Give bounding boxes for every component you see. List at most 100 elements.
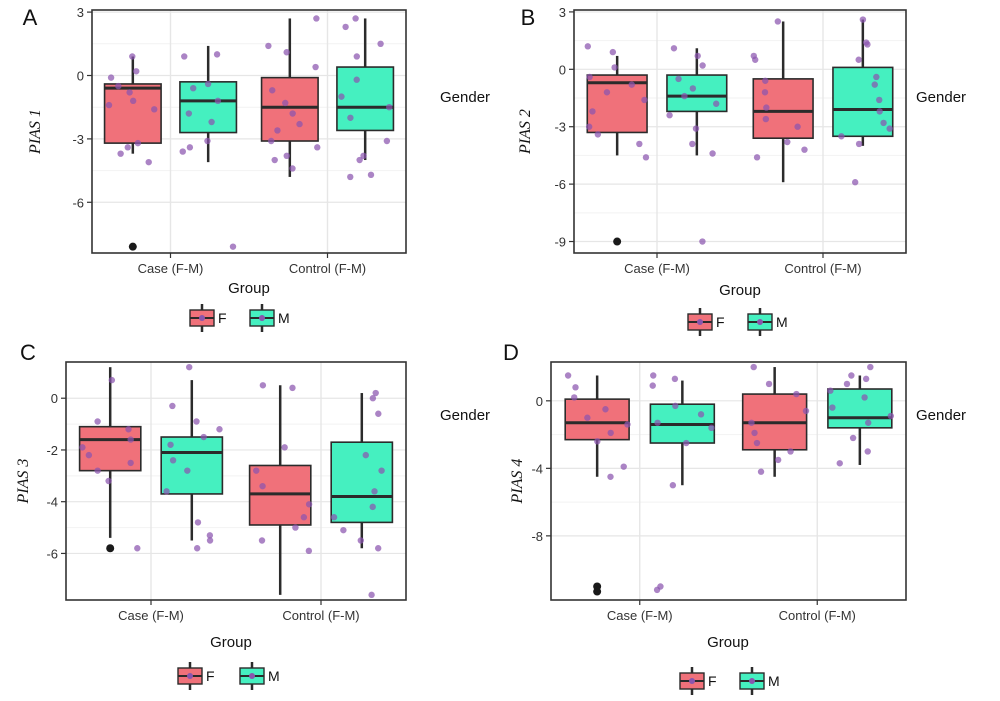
outlier-point <box>106 544 115 553</box>
jitter-point <box>670 45 678 52</box>
jitter-point <box>347 114 354 121</box>
y-tick-label: -8 <box>531 529 543 544</box>
y-tick-label: -6 <box>554 177 566 192</box>
jitter-point <box>338 93 345 100</box>
legend-item-f: F <box>189 304 227 332</box>
jitter-point <box>269 87 276 94</box>
panel-letter: C <box>20 340 36 365</box>
jitter-point <box>709 150 716 157</box>
jitter-point <box>753 439 761 447</box>
jitter-point <box>750 363 757 371</box>
jitter-point <box>105 477 112 485</box>
x-axis-title: Group <box>707 634 749 651</box>
jitter-point <box>865 419 872 426</box>
jitter-point <box>184 467 191 474</box>
legend-title: Gender <box>916 89 966 106</box>
jitter-point <box>689 140 696 148</box>
jitter-point <box>762 115 770 123</box>
legend-point <box>249 673 255 679</box>
jitter-point <box>584 43 592 50</box>
jitter-point <box>352 15 359 22</box>
jitter-point <box>802 407 810 415</box>
jitter-point <box>697 411 705 418</box>
panel-letter: B <box>521 5 536 30</box>
jitter-point <box>859 16 867 23</box>
jitter-point <box>594 438 601 445</box>
x-axis-title: Group <box>719 282 761 299</box>
box-f <box>564 398 630 441</box>
x-tick-label: Case (F-M) <box>624 261 690 276</box>
jitter-point <box>126 89 133 96</box>
jitter-point <box>586 73 593 81</box>
plot-border <box>91 9 407 254</box>
jitter-point <box>873 73 880 81</box>
jitter-point <box>589 108 596 115</box>
jitter-point <box>383 137 391 145</box>
x-tick-label: Control (F-M) <box>784 261 861 276</box>
jitter-point <box>694 52 701 60</box>
jitter-point <box>342 23 349 31</box>
jitter-point <box>360 152 367 159</box>
jitter-point <box>151 106 158 113</box>
jitter-point <box>125 426 132 433</box>
jitter-point <box>603 89 611 96</box>
jitter-point <box>107 74 115 81</box>
jitter-point <box>774 18 782 25</box>
panel-a: A -6 -3 0 3 Case (F-M) Control (F-M) Group PIAS … <box>23 5 490 332</box>
legend-title: Gender <box>916 407 966 424</box>
jitter-point <box>829 404 836 411</box>
jitter-point <box>300 514 308 521</box>
legend-point <box>259 315 265 321</box>
jitter-point <box>628 81 635 88</box>
jitter-point <box>124 144 131 151</box>
jitter-point <box>862 375 870 383</box>
jitter-point <box>271 156 278 164</box>
jitter-point <box>208 118 215 126</box>
x-tick-label: Control (F-M) <box>779 608 856 623</box>
jitter-point <box>607 473 614 480</box>
jitter-point <box>330 514 338 521</box>
jitter-point <box>190 84 197 92</box>
legend-point <box>689 678 695 684</box>
jitter-point <box>312 63 319 71</box>
y-tick-label: -6 <box>46 546 58 561</box>
jitter-point <box>314 144 321 151</box>
jitter-point <box>787 448 794 455</box>
jitter-point <box>127 459 134 467</box>
jitter-point <box>145 158 152 166</box>
jitter-point <box>855 56 862 63</box>
plot-border <box>550 361 907 601</box>
jitter-point <box>129 53 136 60</box>
jitter-point <box>347 173 354 181</box>
jitter-point <box>861 394 868 401</box>
box-m <box>179 81 238 134</box>
jitter-point <box>258 537 266 544</box>
x-tick-label: Case (F-M) <box>607 608 673 623</box>
jitter-point <box>204 80 212 88</box>
y-tick-label: 3 <box>559 5 566 20</box>
jitter-point <box>762 77 769 84</box>
box-f <box>752 78 814 139</box>
jitter-point <box>185 110 193 117</box>
jitter-point <box>585 123 593 130</box>
y-axis-title: PIAS 1 <box>27 109 44 155</box>
jitter-point <box>353 53 360 60</box>
x-axis-title: Group <box>228 280 270 297</box>
box-m <box>330 441 394 524</box>
legend-item-m: M <box>239 662 280 690</box>
jitter-point <box>887 412 895 420</box>
legend-point <box>199 315 205 321</box>
jitter-point <box>692 125 700 132</box>
legend-title: Gender <box>440 407 490 424</box>
jitter-point <box>654 419 661 426</box>
jitter-point <box>855 140 863 148</box>
jitter-point <box>133 68 140 75</box>
jitter-point <box>886 125 893 132</box>
jitter-point <box>880 119 887 127</box>
y-tick-label: -9 <box>554 235 566 250</box>
jitter-point <box>607 429 614 437</box>
legend-item-f: F <box>177 662 215 690</box>
x-tick-label: Control (F-M) <box>282 608 359 623</box>
jitter-point <box>259 382 267 389</box>
jitter-point <box>699 62 706 69</box>
